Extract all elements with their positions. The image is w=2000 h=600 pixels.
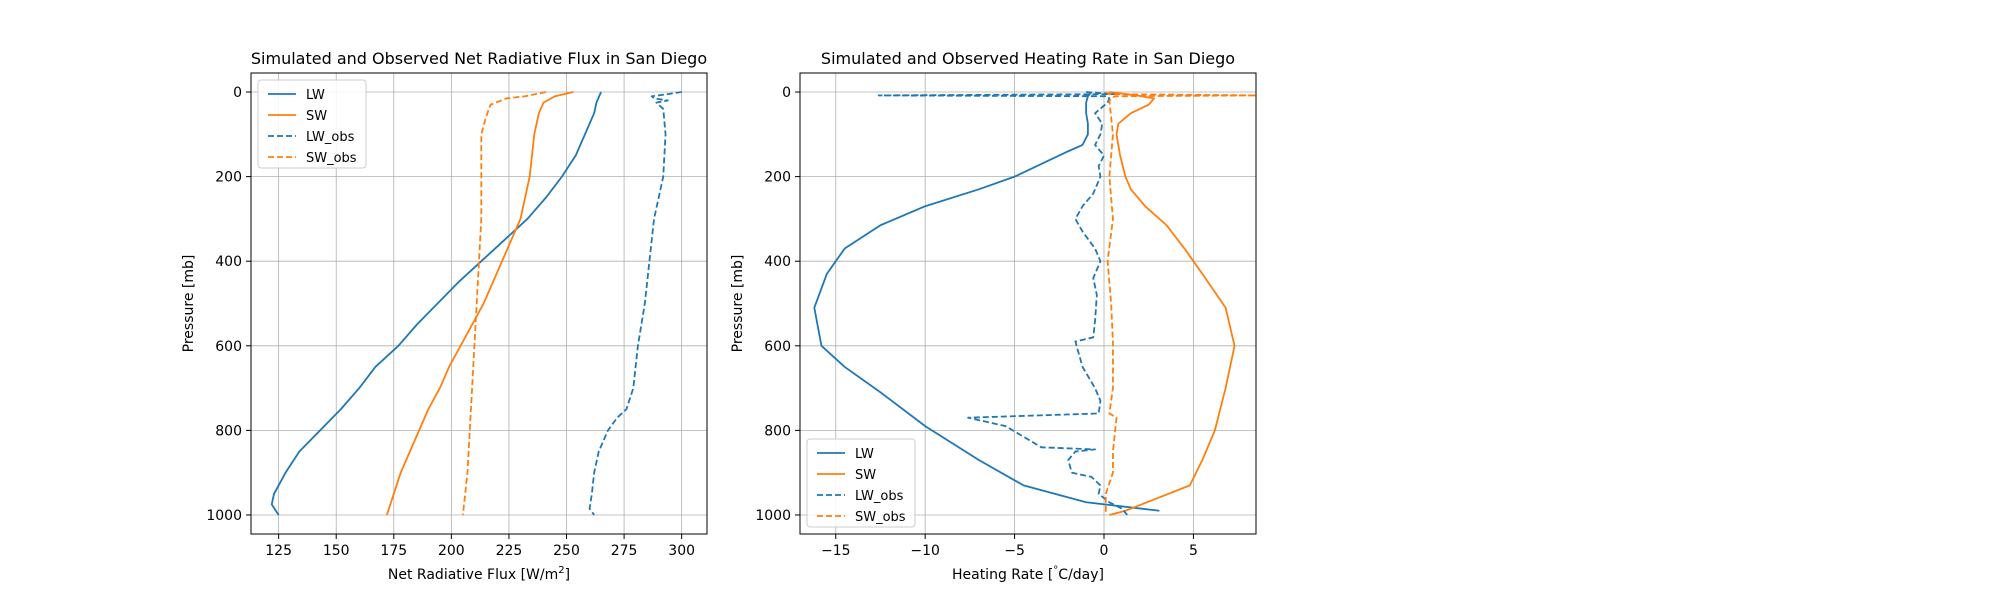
plot-frame (250, 72, 708, 535)
series-line-sw (1109, 91, 1236, 516)
y-axis-label: Pressure [mb] (730, 255, 746, 353)
y-axis-label: Pressure [mb] (181, 255, 197, 353)
y-tick-label: 1000 (206, 508, 242, 524)
series-line-lw-obs (588, 91, 682, 516)
x-tick-label: 150 (323, 543, 350, 559)
y-tick-label: 1000 (755, 508, 791, 524)
series-line-sw-obs (461, 91, 546, 516)
x-tick-label: 300 (668, 543, 695, 559)
x-tick-label: 250 (553, 543, 580, 559)
y-tick-label: 200 (764, 170, 791, 186)
legend: LW SW LW_obs SW_obs (257, 79, 367, 169)
series-line-sw-obs (1104, 91, 1256, 515)
legend-label: SW_obs (306, 151, 357, 166)
y-tick-label: 600 (215, 339, 242, 355)
x-tick-label: 125 (265, 543, 292, 559)
legend-label: SW_obs (855, 510, 906, 525)
series-group (813, 91, 1256, 516)
series-line-lw-obs (877, 91, 1128, 516)
x-tick-label: −15 (821, 543, 851, 559)
legend-label: LW (306, 88, 325, 103)
flux-chart: 125 150 175 200 225 250 275 300 0 200 400 600 800 100… (181, 49, 708, 583)
y-tick-label: 600 (764, 339, 791, 355)
x-tick-label: −5 (1004, 543, 1025, 559)
series-group (270, 91, 682, 516)
heating-rate-chart: −15 −10 −5 0 5 0 200 400 600 800 1000 Simulated and… (730, 49, 1257, 583)
x-tick-label: −10 (910, 543, 940, 559)
x-tick-label: 5 (1189, 543, 1198, 559)
x-tick-label: 0 (1100, 543, 1109, 559)
legend-label: LW (855, 447, 874, 462)
x-axis-label: Net Radiative Flux [W/m2] (388, 565, 570, 583)
y-tick-label: 200 (215, 170, 242, 186)
y-tick-label: 400 (215, 254, 242, 270)
legend-label: SW (306, 109, 327, 124)
legend-label: LW_obs (855, 489, 904, 504)
legend-box (806, 438, 916, 528)
chart-title: Simulated and Observed Net Radiative Flu… (251, 49, 707, 68)
y-tick-label: 0 (233, 85, 242, 101)
y-tick-label: 800 (215, 423, 242, 439)
grid (251, 73, 707, 534)
x-axis-label: Heating Rate [°C/day] (952, 565, 1104, 583)
series-line-lw (270, 91, 602, 516)
series-line-sw (386, 91, 574, 516)
legend: LW SW LW_obs SW_obs (806, 438, 916, 528)
plot-frame (799, 72, 1257, 535)
x-tick-label: 200 (438, 543, 465, 559)
y-tick-label: 800 (764, 423, 791, 439)
x-tick-label: 275 (611, 543, 638, 559)
legend-label: LW_obs (306, 130, 355, 145)
chart-title: Simulated and Observed Heating Rate in S… (821, 49, 1235, 68)
x-tick-label: 175 (380, 543, 407, 559)
x-tick-label: 225 (496, 543, 523, 559)
legend-label: SW (855, 468, 876, 483)
series-line-lw (813, 91, 1160, 512)
y-tick-label: 400 (764, 254, 791, 270)
legend-box (257, 79, 367, 169)
y-tick-label: 0 (782, 85, 791, 101)
